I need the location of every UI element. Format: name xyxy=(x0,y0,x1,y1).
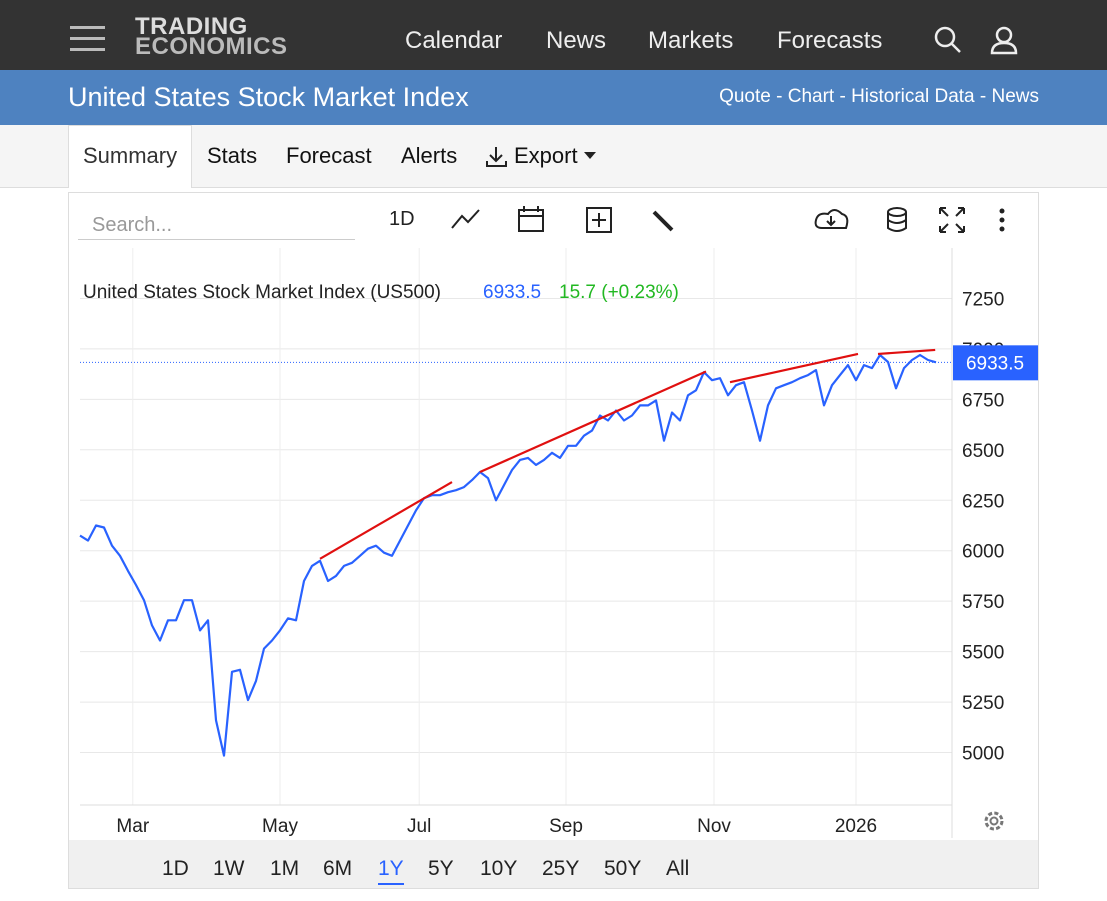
logo-bottom: ECONOMICS xyxy=(135,33,288,60)
more-icon[interactable] xyxy=(999,208,1005,232)
y-tick-label: 6250 xyxy=(962,491,1004,512)
page-title: United States Stock Market Index xyxy=(68,82,469,112)
logo[interactable]: TRADING ECONOMICS xyxy=(135,13,288,60)
range-button[interactable]: 6M xyxy=(323,857,353,880)
quote-change: 15.7 (+0.23%) xyxy=(559,282,679,303)
tab[interactable]: Alerts xyxy=(401,143,458,168)
search-icon[interactable] xyxy=(934,26,964,56)
y-tick-label: 6500 xyxy=(962,441,1004,462)
trend-line xyxy=(479,370,707,474)
x-tick-label: 2026 xyxy=(835,816,877,837)
toolbar-icons xyxy=(451,206,1005,233)
nav-link[interactable]: News xyxy=(546,27,607,54)
settings-icon[interactable] xyxy=(984,811,1004,831)
range-button[interactable]: 5Y xyxy=(428,857,454,880)
price-line xyxy=(79,353,937,757)
title-bar xyxy=(0,70,1107,125)
line-icon[interactable] xyxy=(451,209,480,229)
database-icon[interactable] xyxy=(887,207,907,232)
x-tick-label: Nov xyxy=(697,816,731,837)
menu-icon[interactable] xyxy=(70,24,110,54)
range-button[interactable]: All xyxy=(666,857,690,880)
download-icon xyxy=(486,147,507,167)
tab[interactable]: Forecast xyxy=(286,143,372,168)
range-bar xyxy=(69,840,1038,888)
calendar-icon[interactable] xyxy=(518,206,544,232)
trend-line xyxy=(729,352,859,384)
range-button[interactable]: 50Y xyxy=(604,857,642,880)
quote-name: United States Stock Market Index (US500) xyxy=(83,282,441,303)
tab[interactable]: Export xyxy=(514,143,578,168)
interval-button[interactable]: 1D xyxy=(389,208,415,230)
user-icon[interactable] xyxy=(990,26,1020,56)
range-button[interactable]: 1W xyxy=(213,857,245,880)
section-links[interactable]: Quote - Chart - Historical Data - News xyxy=(719,86,1039,107)
range-button[interactable]: 1Y xyxy=(378,857,404,885)
y-tick-label: 5500 xyxy=(962,643,1004,664)
x-tick-label: Mar xyxy=(116,816,149,837)
range-button[interactable]: 25Y xyxy=(542,857,580,880)
x-tick-label: Sep xyxy=(549,816,583,837)
y-tick-label: 6000 xyxy=(962,542,1004,563)
top-bar xyxy=(0,0,1107,70)
chart-box xyxy=(68,192,1039,889)
active-tab xyxy=(68,125,192,188)
nav-link[interactable]: Markets xyxy=(648,27,734,54)
range-button[interactable]: 1M xyxy=(270,857,300,880)
trend-line xyxy=(319,481,453,560)
fullscreen-icon[interactable] xyxy=(939,207,965,233)
price-badge-label: 6933.5 xyxy=(966,353,1024,374)
y-tick-label: 5750 xyxy=(962,592,1004,613)
trend-line xyxy=(877,348,936,356)
price-badge xyxy=(953,345,1038,381)
wrench-icon[interactable] xyxy=(652,210,674,232)
logo-top: TRADING xyxy=(135,13,248,40)
search-input[interactable]: Search... xyxy=(78,210,355,240)
quote-price: 6933.5 xyxy=(483,282,541,303)
y-tick-label: 6750 xyxy=(962,390,1004,411)
y-tick-label: 7250 xyxy=(962,289,1004,310)
y-tick-label: 5000 xyxy=(962,744,1004,765)
x-tick-label: Jul xyxy=(407,816,431,837)
tab[interactable]: Summary xyxy=(83,143,178,168)
cloud-icon[interactable] xyxy=(814,209,849,229)
range-button[interactable]: 10Y xyxy=(480,857,518,880)
x-tick-label: May xyxy=(262,816,298,837)
y-tick-label: 5250 xyxy=(962,693,1004,714)
range-button[interactable]: 1D xyxy=(162,857,189,880)
tab[interactable]: Stats xyxy=(207,143,258,168)
caret xyxy=(584,152,596,159)
add-icon[interactable] xyxy=(586,207,612,233)
nav-link[interactable]: Forecasts xyxy=(777,27,883,54)
nav-link[interactable]: Calendar xyxy=(405,27,503,54)
